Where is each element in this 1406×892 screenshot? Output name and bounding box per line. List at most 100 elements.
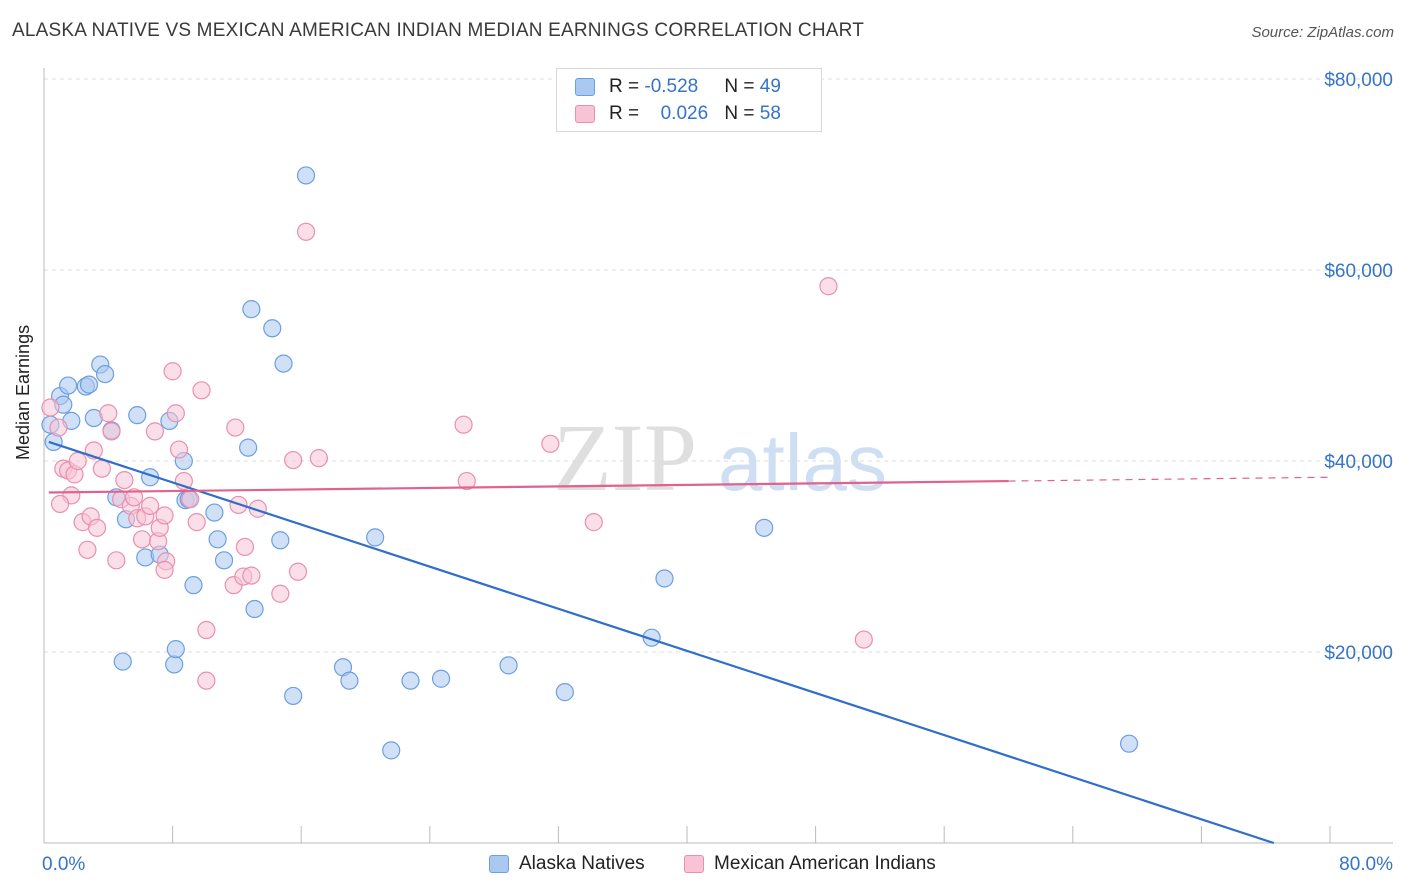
data-point xyxy=(197,671,216,690)
data-point xyxy=(239,438,258,457)
trend-lines xyxy=(48,440,1331,845)
data-point xyxy=(271,584,290,603)
data-point xyxy=(284,686,303,706)
data-point xyxy=(541,434,560,453)
trend-line xyxy=(48,440,1275,845)
data-point xyxy=(245,599,264,619)
data-point xyxy=(235,537,255,557)
x-tick-label-max: 80.0% xyxy=(1339,854,1393,875)
legend-n-value: 49 xyxy=(759,76,781,97)
bottom-legend-alaska-natives: Alaska Natives xyxy=(489,851,645,877)
legend-r-label: R = xyxy=(609,103,645,124)
bottom-legend-mexican-american-indians: Mexican American Indians xyxy=(684,851,936,877)
data-point xyxy=(366,528,385,547)
data-point xyxy=(499,656,518,675)
bottom-legend-label: Alaska Natives xyxy=(519,853,645,874)
data-point xyxy=(642,628,661,647)
data-point xyxy=(555,683,574,702)
data-point xyxy=(242,566,261,585)
watermark-zip: ZIP xyxy=(553,404,697,511)
data-point xyxy=(113,652,132,671)
data-point xyxy=(78,540,97,559)
data-point xyxy=(431,669,451,688)
data-point xyxy=(140,496,160,515)
data-point xyxy=(165,655,184,674)
watermark-atlas: atlas xyxy=(718,418,887,507)
data-point xyxy=(271,531,290,550)
data-point xyxy=(181,490,200,509)
data-point xyxy=(819,277,838,296)
data-point xyxy=(102,422,121,441)
data-point xyxy=(340,671,359,690)
data-point xyxy=(124,488,144,507)
data-point xyxy=(107,551,126,570)
data-point xyxy=(226,418,245,437)
data-point xyxy=(155,560,174,579)
data-point xyxy=(755,518,774,537)
data-point xyxy=(128,406,147,425)
data-point xyxy=(655,569,674,588)
data-point xyxy=(854,630,873,649)
bottom-legend-label: Mexican American Indians xyxy=(714,853,936,874)
data-point xyxy=(457,471,476,491)
data-point xyxy=(115,471,134,490)
grid-lines xyxy=(44,78,1393,653)
data-point xyxy=(208,530,227,549)
legend-swatch-alaska-natives xyxy=(575,78,595,96)
watermark: ZIP atlas xyxy=(553,404,887,511)
data-point xyxy=(59,376,78,395)
data-point xyxy=(132,530,152,549)
data-point xyxy=(248,499,267,518)
data-point xyxy=(205,503,224,522)
y-tick-label: $80,000 xyxy=(1324,70,1393,91)
data-point xyxy=(296,222,316,241)
data-point xyxy=(79,375,99,394)
data-point xyxy=(95,364,115,384)
data-point xyxy=(50,494,70,514)
data-point xyxy=(68,451,87,471)
data-point xyxy=(184,576,203,595)
data-point xyxy=(382,741,401,760)
data-point xyxy=(41,398,60,417)
chart-title: ALASKA NATIVE VS MEXICAN AMERICAN INDIAN… xyxy=(12,20,865,41)
data-point xyxy=(454,415,473,434)
legend-row-mexican-american-indians: R = 0.026 N = 58 xyxy=(575,101,781,127)
data-point xyxy=(87,518,107,537)
data-point xyxy=(242,300,261,319)
trend-line xyxy=(48,479,1009,494)
legend-r-value: -0.528 xyxy=(644,76,699,97)
tick-labels: $20,000 $40,000 $60,000 $80,000 0.0% 80.0% xyxy=(42,70,1393,875)
y-tick-label: $60,000 xyxy=(1324,261,1393,282)
trend-line-extension xyxy=(1008,476,1331,482)
data-point xyxy=(155,506,174,525)
data-point xyxy=(296,166,316,185)
data-point xyxy=(49,418,68,437)
y-tick-label: $20,000 xyxy=(1324,643,1393,664)
bottom-legend-swatch-mexican-american-indians xyxy=(684,855,704,873)
data-point xyxy=(92,459,111,478)
legend-n-value: 58 xyxy=(759,103,781,124)
data-point xyxy=(214,551,234,570)
data-point xyxy=(197,620,216,640)
correlation-legend: R = -0.528 N = 49 R = 0.026 N = 58 xyxy=(556,68,822,132)
data-point xyxy=(1119,734,1139,753)
data-point xyxy=(584,513,603,532)
axes xyxy=(43,68,1393,844)
data-point xyxy=(145,422,165,441)
bottom-legend-swatch-alaska-natives xyxy=(489,855,509,873)
legend-n-label: N = xyxy=(724,76,760,97)
data-point xyxy=(309,449,328,468)
data-point xyxy=(166,640,185,659)
legend-row-alaska-natives: R = -0.528 N = 49 xyxy=(575,74,781,100)
data-point xyxy=(192,381,211,400)
y-tick-label: $40,000 xyxy=(1324,452,1393,473)
data-point xyxy=(187,513,206,532)
data-point xyxy=(169,440,189,459)
x-tick-label-min: 0.0% xyxy=(42,854,85,875)
legend-swatch-mexican-american-indians xyxy=(575,105,595,123)
data-point xyxy=(99,404,118,423)
data-point xyxy=(274,354,293,373)
data-point xyxy=(284,450,303,470)
legend-r-label: R = xyxy=(609,76,645,97)
